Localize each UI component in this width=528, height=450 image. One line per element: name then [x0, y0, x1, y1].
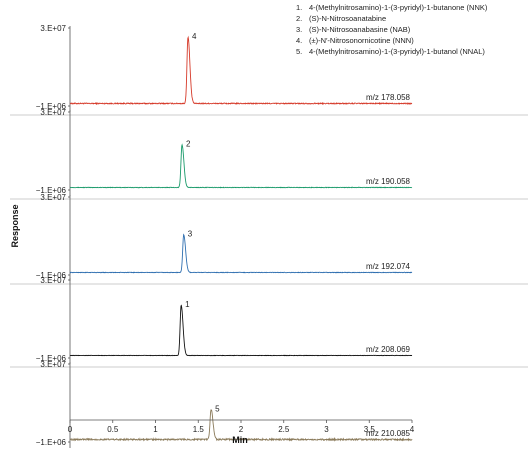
y-tick-label: 3.E+07: [40, 108, 66, 117]
x-tick-label: 1.5: [193, 425, 205, 434]
y-axis-title: Response: [10, 204, 20, 247]
y-tick-label: −1.E+06: [36, 354, 67, 363]
series-trace: [69, 233, 413, 274]
series-trace: [69, 304, 413, 357]
y-tick-label: 3.E+07: [40, 193, 66, 202]
peak-label: 3: [188, 230, 193, 239]
legend-entry-number: 1.: [296, 3, 302, 12]
y-tick-label: −1.E+06: [36, 438, 67, 447]
y-tick-label: 3.E+07: [40, 24, 66, 33]
legend-entry-number: 5.: [296, 47, 302, 56]
x-tick-label: 2: [239, 425, 244, 434]
mz-label: m/z 210.085: [366, 429, 411, 438]
peak-label: 4: [192, 32, 197, 41]
y-tick-label: −1.E+06: [36, 271, 67, 280]
legend-entry-text: (S)-N-Nitrosoanabasine (NAB): [309, 25, 411, 34]
x-tick-label: 4: [410, 425, 415, 434]
mz-label: m/z 192.074: [366, 262, 411, 271]
legend-entry-text: (S)-N-Nitrosoanatabine: [309, 14, 386, 23]
x-tick-label: 3: [324, 425, 329, 434]
x-tick-label: 0.5: [107, 425, 119, 434]
legend-entry-text: 4-(Methylnitrosamino)-1-(3-pyridyl)-1-bu…: [309, 3, 488, 12]
y-tick-label: 3.E+07: [40, 276, 66, 285]
x-tick-label: 3.5: [364, 425, 376, 434]
x-axis-title: Min: [232, 435, 248, 445]
mz-label: m/z 178.058: [366, 93, 411, 102]
peak-label: 1: [185, 300, 190, 309]
x-tick-label: 0: [68, 425, 73, 434]
y-tick-label: −1.E+06: [36, 102, 67, 111]
legend-entry-number: 3.: [296, 25, 302, 34]
peak-label: 5: [215, 404, 220, 413]
series-trace: [69, 143, 413, 189]
x-tick-label: 1: [153, 425, 158, 434]
mz-label: m/z 208.069: [366, 345, 411, 354]
legend-entry-number: 4.: [296, 36, 302, 45]
series-trace: [69, 35, 413, 106]
series-trace: [69, 409, 413, 442]
x-axis: 0 0.5 1 1.5 2 2.5 3 3.5 4: [68, 419, 415, 434]
y-tick-label: −1.E+06: [36, 186, 67, 195]
peak-label: 2: [186, 140, 191, 149]
mz-label: m/z 190.058: [366, 177, 411, 186]
legend-entry-text: 4-(Methylnitrosamino)-1-(3-pyridyl)-1-bu…: [309, 47, 485, 56]
legend: 1. 4-(Methylnitrosamino)-1-(3-pyridyl)-1-…: [296, 3, 488, 56]
legend-entry-number: 2.: [296, 14, 302, 23]
panel-5: 3.E+07 −1.E+06 5 m/z 210.085: [36, 360, 413, 448]
x-tick-label: 2.5: [278, 425, 290, 434]
y-tick-label: 3.E+07: [40, 360, 66, 369]
legend-entry-text: (±)-N′-Nitrosonornicotine (NNN): [309, 36, 414, 45]
